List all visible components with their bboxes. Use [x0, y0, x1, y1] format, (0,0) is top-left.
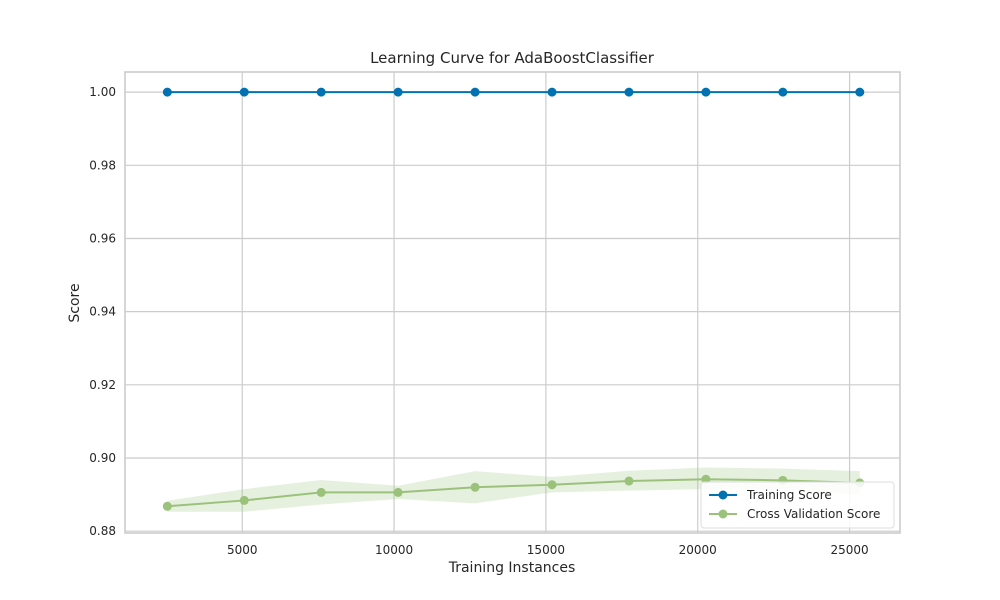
x-tick-label: 5000 — [227, 543, 258, 557]
y-tick-label: 0.88 — [89, 524, 116, 538]
point-training-score — [624, 87, 634, 97]
x-tick-label: 20000 — [679, 543, 717, 557]
point-training-score — [239, 87, 249, 97]
y-tick-labels: 0.88 0.90 0.92 0.94 0.96 0.98 1.00 — [89, 85, 116, 538]
x-tick-label: 25000 — [830, 543, 868, 557]
band-cross-validation-score — [167, 467, 860, 512]
point-cross-validation-score — [547, 480, 557, 490]
y-axis-label: Score — [67, 283, 83, 322]
y-tick-label: 1.00 — [89, 85, 116, 99]
point-cross-validation-score — [393, 487, 403, 497]
point-training-score — [470, 87, 480, 97]
point-training-score — [855, 87, 865, 97]
point-cross-validation-score — [701, 474, 711, 484]
x-tick-labels: 5000 10000 15000 20000 25000 — [227, 543, 869, 557]
point-cross-validation-score — [239, 495, 249, 505]
plot-area — [125, 72, 900, 533]
point-training-score — [547, 87, 557, 97]
point-training-score — [701, 87, 711, 97]
chart-title: Learning Curve for AdaBoostClassifier — [370, 49, 655, 67]
y-tick-label: 0.98 — [89, 158, 116, 172]
legend: Training Score Cross Validation Score — [700, 481, 895, 529]
grid — [125, 72, 900, 533]
legend-label-training-score: Training Score — [746, 488, 832, 502]
line-cross-validation-score — [167, 478, 860, 508]
point-training-score — [778, 87, 788, 97]
x-tick-label: 10000 — [375, 543, 413, 557]
point-cross-validation-score — [470, 482, 480, 492]
y-tick-label: 0.92 — [89, 378, 116, 392]
y-tick-label: 0.90 — [89, 451, 116, 465]
point-training-score — [393, 87, 403, 97]
point-cross-validation-score — [624, 476, 634, 486]
y-tick-label: 0.96 — [89, 231, 116, 245]
point-cross-validation-score — [316, 487, 326, 497]
x-axis-label: Training Instances — [448, 560, 576, 576]
series-lines — [167, 91, 860, 508]
confidence-bands — [167, 467, 860, 512]
point-cross-validation-score — [162, 501, 172, 511]
legend-box — [700, 481, 895, 529]
legend-marker-cross-validation-score — [718, 509, 728, 519]
point-training-score — [316, 87, 326, 97]
legend-marker-training-score — [718, 490, 728, 500]
plot-frame — [124, 71, 901, 534]
point-training-score — [162, 87, 172, 97]
legend-label-cross-validation-score: Cross Validation Score — [747, 507, 880, 521]
y-tick-label: 0.94 — [89, 305, 116, 319]
x-tick-label: 15000 — [527, 543, 565, 557]
series-points — [162, 87, 865, 511]
